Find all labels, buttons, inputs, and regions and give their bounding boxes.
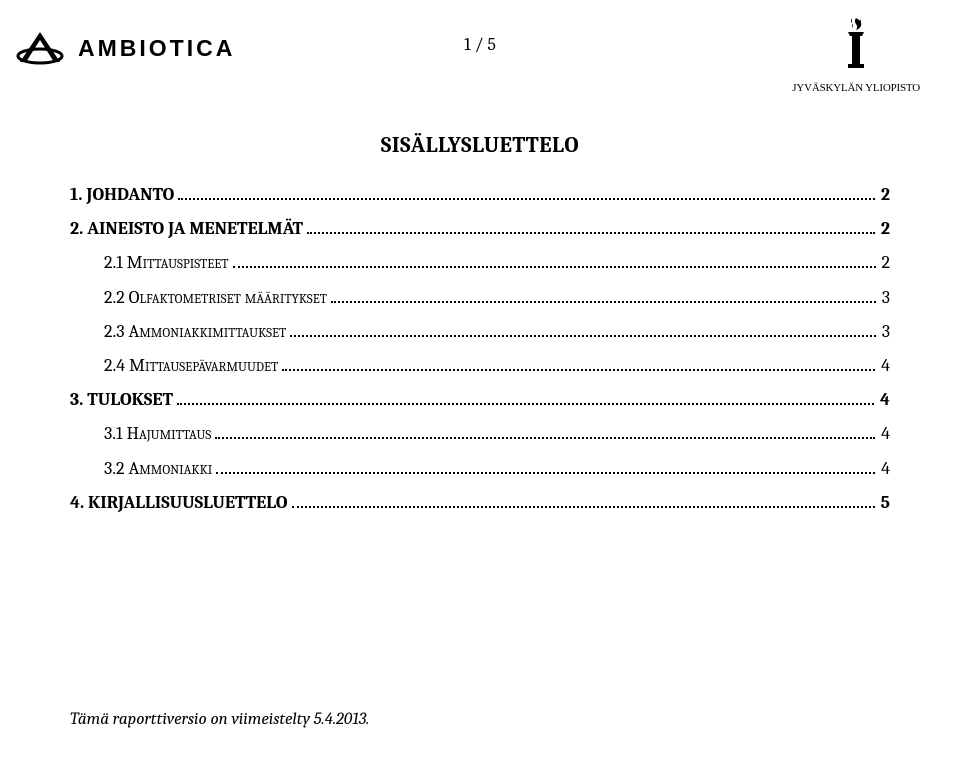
- toc-entry-label: 3.1 Hajumittaus: [104, 417, 211, 451]
- toc-entry-page: 2: [879, 212, 890, 246]
- toc-leader-dots: [290, 320, 875, 336]
- toc-entry-label: 2. AINEISTO JA MENETELMÄT: [70, 212, 303, 246]
- university-name: JYVÄSKYLÄN YLIOPISTO: [792, 82, 920, 94]
- toc-entry: 2.2 Olfaktometriset määritykset 3: [70, 281, 890, 315]
- torch-icon: [838, 62, 874, 80]
- toc-entry-page: 3: [880, 281, 890, 315]
- toc-entry-label: 2.4 Mittausepävarmuudet: [104, 349, 278, 383]
- university-logo-block: JYVÄSKYLÄN YLIOPISTO: [792, 16, 920, 94]
- toc-entry-page: 5: [879, 486, 890, 520]
- toc-entry: 2. AINEISTO JA MENETELMÄT 2: [70, 212, 890, 246]
- toc-leader-dots: [307, 218, 875, 234]
- toc-entry-label: 2.1 Mittauspisteet: [104, 246, 229, 280]
- toc-leader-dots: [282, 355, 875, 371]
- page: AMBIOTICA 1 / 5 JYVÄSKYLÄN YLIOPISTO SIS…: [0, 0, 960, 759]
- toc-leader-dots: [178, 184, 875, 200]
- toc-entry: 3.2 Ammoniakki 4: [70, 452, 890, 486]
- page-number: 1 / 5: [70, 34, 890, 55]
- toc-entry-page: 4: [879, 452, 890, 486]
- toc-entry: 3. TULOKSET 4: [70, 383, 890, 417]
- toc-entry: 1. JOHDANTO 2: [70, 178, 890, 212]
- toc-entry: 2.3 Ammoniakkimittaukset 3: [70, 315, 890, 349]
- page-header: AMBIOTICA 1 / 5 JYVÄSKYLÄN YLIOPISTO: [70, 22, 890, 92]
- toc-leader-dots: [177, 389, 874, 405]
- toc-title: SISÄLLYSLUETTELO: [70, 132, 890, 158]
- toc-leader-dots: [215, 423, 875, 439]
- toc-entry-label: 3.2 Ammoniakki: [104, 452, 212, 486]
- toc-leader-dots: [233, 252, 876, 268]
- toc-entry-label: 1. JOHDANTO: [70, 178, 174, 212]
- toc-entry-page: 2: [880, 246, 891, 280]
- toc-leader-dots: [216, 457, 875, 473]
- toc-entry-label: 3. TULOKSET: [70, 383, 173, 417]
- toc-entry-label: 4. KIRJALLISUUSLUETTELO: [70, 486, 288, 520]
- toc-entry: 2.1 Mittauspisteet 2: [70, 246, 890, 280]
- toc-leader-dots: [331, 286, 876, 302]
- footer-note: Tämä raporttiversio on viimeistelty 5.4.…: [70, 710, 369, 729]
- toc-entry-page: 3: [880, 315, 890, 349]
- toc-entry: 3.1 Hajumittaus 4: [70, 417, 890, 451]
- toc-entry-page: 2: [879, 178, 890, 212]
- toc-entry-page: 4: [878, 383, 890, 417]
- toc-entry-page: 4: [879, 417, 890, 451]
- toc-entry-label: 2.3 Ammoniakkimittaukset: [104, 315, 286, 349]
- toc-entry: 2.4 Mittausepävarmuudet 4: [70, 349, 890, 383]
- toc-entry-label: 2.2 Olfaktometriset määritykset: [104, 281, 327, 315]
- table-of-contents: 1. JOHDANTO22. AINEISTO JA MENETELMÄT22.…: [70, 178, 890, 520]
- toc-entry-page: 4: [879, 349, 890, 383]
- ambiotica-logo-icon: [12, 30, 68, 66]
- toc-leader-dots: [292, 491, 875, 507]
- toc-entry: 4. KIRJALLISUUSLUETTELO 5: [70, 486, 890, 520]
